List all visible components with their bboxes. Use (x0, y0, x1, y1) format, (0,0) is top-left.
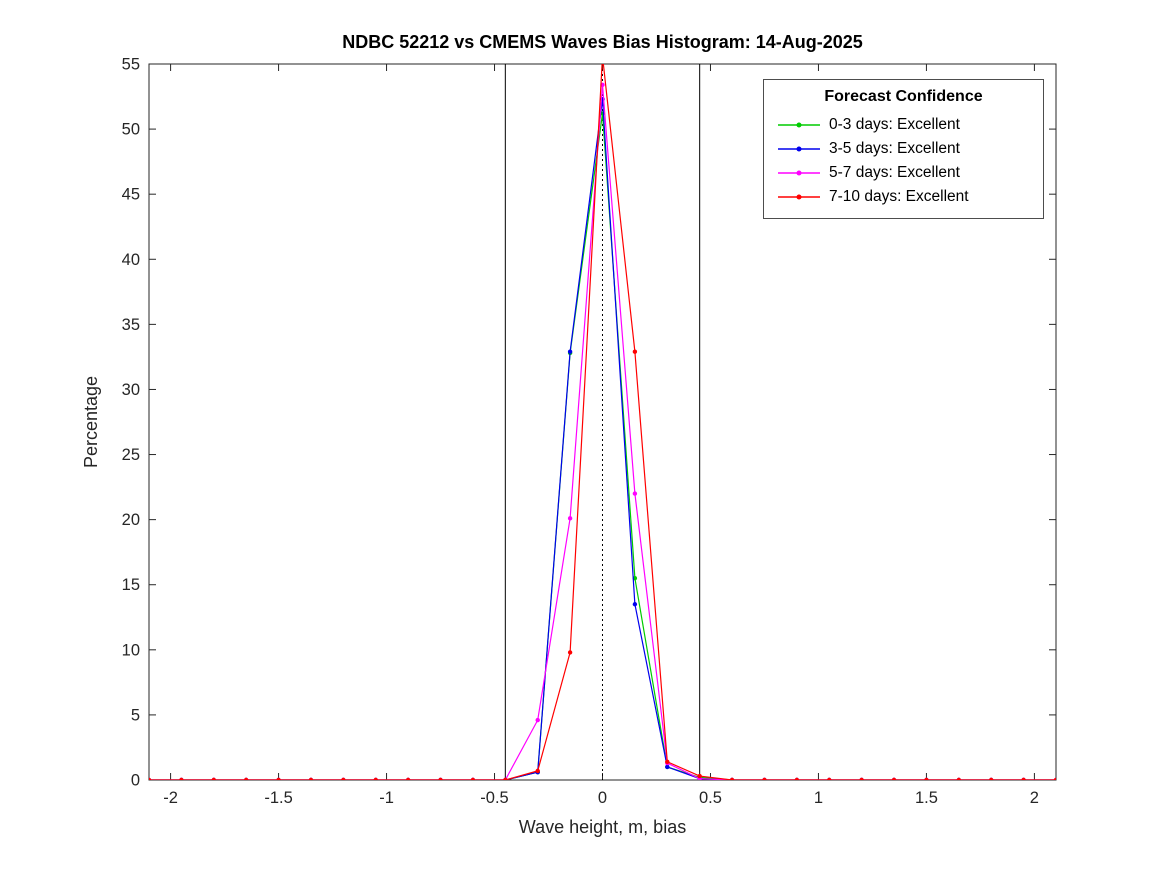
legend-entry: 7-10 days: Excellent (776, 185, 1031, 209)
series-marker (600, 54, 604, 58)
legend-entry-label: 5-7 days: Excellent (829, 164, 960, 181)
series-marker (697, 773, 702, 779)
y-tick-label: 45 (122, 186, 140, 204)
legend-title: Forecast Confidence (824, 88, 983, 105)
x-tick-label: 0.5 (699, 789, 722, 807)
legend-line-marker-icon (778, 194, 820, 200)
y-tick-label: 50 (122, 121, 140, 139)
x-tick-label: -1.5 (264, 789, 292, 807)
series-marker (827, 777, 832, 780)
series-marker (438, 777, 443, 780)
legend-line-marker-icon (778, 170, 820, 176)
series-marker (1053, 777, 1056, 780)
series-marker (729, 777, 735, 780)
series-marker (567, 650, 573, 655)
chart-title: NDBC 52212 vs CMEMS Waves Bias Histogram… (342, 32, 863, 52)
series-marker (470, 777, 476, 780)
series-marker (891, 777, 897, 780)
x-tick-label: 1.5 (915, 789, 938, 807)
legend-line-marker-icon (778, 146, 820, 152)
series-marker (632, 349, 638, 354)
legend-line-marker-icon (778, 122, 820, 128)
legend-entry: 0-3 days: Excellent (776, 113, 1031, 137)
series-marker (567, 516, 573, 521)
series-marker (1021, 777, 1026, 780)
series-marker (535, 768, 540, 774)
series-marker (859, 777, 864, 780)
y-tick-label: 5 (131, 706, 140, 724)
series-marker (535, 717, 540, 723)
legend-rows: 0-3 days: Excellent 3-5 days: Excellent 5-… (776, 113, 1031, 209)
series-marker (211, 777, 216, 780)
series-marker (794, 777, 800, 780)
y-tick-label: 55 (122, 56, 140, 74)
legend-entry-label: 3-5 days: Excellent (829, 140, 960, 157)
series-marker (665, 759, 670, 764)
y-tick-label: 0 (131, 772, 140, 790)
y-tick-label: 30 (122, 381, 140, 399)
legend: Forecast Confidence 0-3 days: Excellent 3… (763, 79, 1044, 219)
legend-entry-label: 0-3 days: Excellent (829, 116, 960, 133)
x-tick-label: -0.5 (480, 789, 508, 807)
series-marker (341, 777, 346, 780)
series-marker (149, 777, 152, 780)
series-marker (632, 602, 638, 607)
series-marker (989, 777, 994, 780)
x-axis-label: Wave height, m, bias (519, 817, 686, 837)
series-marker (665, 764, 670, 770)
x-tick-label: 2 (1030, 789, 1039, 807)
y-tick-label: 25 (122, 446, 140, 464)
y-tick-label: 10 (122, 641, 140, 659)
legend-entry-label: 7-10 days: Excellent (829, 188, 969, 205)
series-marker (924, 777, 929, 780)
series-marker (179, 777, 184, 780)
series-marker (632, 491, 638, 496)
series-marker (956, 777, 962, 780)
y-axis-label: Percentage (81, 376, 101, 468)
series-marker (308, 777, 314, 780)
series-marker (405, 777, 411, 780)
series-marker (373, 777, 378, 780)
y-tick-label: 15 (122, 576, 140, 594)
x-tick-label: 1 (814, 789, 823, 807)
x-tick-label: -1 (379, 789, 394, 807)
legend-entry: 5-7 days: Excellent (776, 161, 1031, 185)
y-tick-label: 20 (122, 511, 140, 529)
series-marker (243, 777, 249, 780)
x-tick-label: -2 (163, 789, 178, 807)
legend-entry: 3-5 days: Excellent (776, 137, 1031, 161)
series-marker (276, 777, 281, 780)
x-tick-label: 0 (598, 789, 607, 807)
series-marker (762, 777, 767, 780)
y-tick-label: 40 (122, 251, 140, 269)
y-tick-label: 35 (122, 316, 140, 334)
series-marker (503, 777, 508, 780)
series-marker (567, 349, 573, 354)
